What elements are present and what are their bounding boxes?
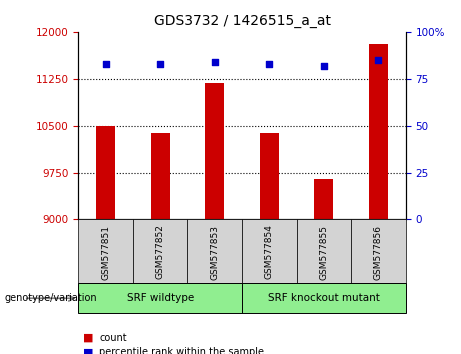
Bar bbox=[260, 133, 279, 219]
Point bbox=[211, 59, 219, 65]
Text: GSM577852: GSM577852 bbox=[156, 224, 165, 279]
Text: percentile rank within the sample: percentile rank within the sample bbox=[99, 347, 264, 354]
Text: count: count bbox=[99, 333, 127, 343]
Point bbox=[320, 63, 327, 68]
Bar bbox=[242, 219, 296, 283]
Bar bbox=[351, 219, 406, 283]
Bar bbox=[151, 133, 170, 219]
Point bbox=[102, 61, 109, 67]
Text: GSM577855: GSM577855 bbox=[319, 224, 328, 280]
Bar bbox=[78, 283, 242, 313]
Text: GSM577851: GSM577851 bbox=[101, 224, 110, 280]
Text: SRF knockout mutant: SRF knockout mutant bbox=[268, 293, 380, 303]
Title: GDS3732 / 1426515_a_at: GDS3732 / 1426515_a_at bbox=[154, 14, 331, 28]
Text: ■: ■ bbox=[83, 333, 94, 343]
Text: ■: ■ bbox=[83, 347, 94, 354]
Bar bbox=[314, 179, 333, 219]
Point bbox=[375, 57, 382, 63]
Bar bbox=[78, 219, 133, 283]
Bar bbox=[369, 44, 388, 219]
Text: GSM577854: GSM577854 bbox=[265, 224, 274, 279]
Bar bbox=[296, 219, 351, 283]
Point bbox=[266, 61, 273, 67]
Text: SRF wildtype: SRF wildtype bbox=[127, 293, 194, 303]
Bar bbox=[205, 83, 225, 219]
Bar bbox=[133, 219, 188, 283]
Bar bbox=[242, 283, 406, 313]
Point bbox=[157, 61, 164, 67]
Bar bbox=[188, 219, 242, 283]
Text: GSM577856: GSM577856 bbox=[374, 224, 383, 280]
Text: genotype/variation: genotype/variation bbox=[5, 293, 97, 303]
Text: GSM577853: GSM577853 bbox=[210, 224, 219, 280]
Bar bbox=[96, 126, 115, 219]
